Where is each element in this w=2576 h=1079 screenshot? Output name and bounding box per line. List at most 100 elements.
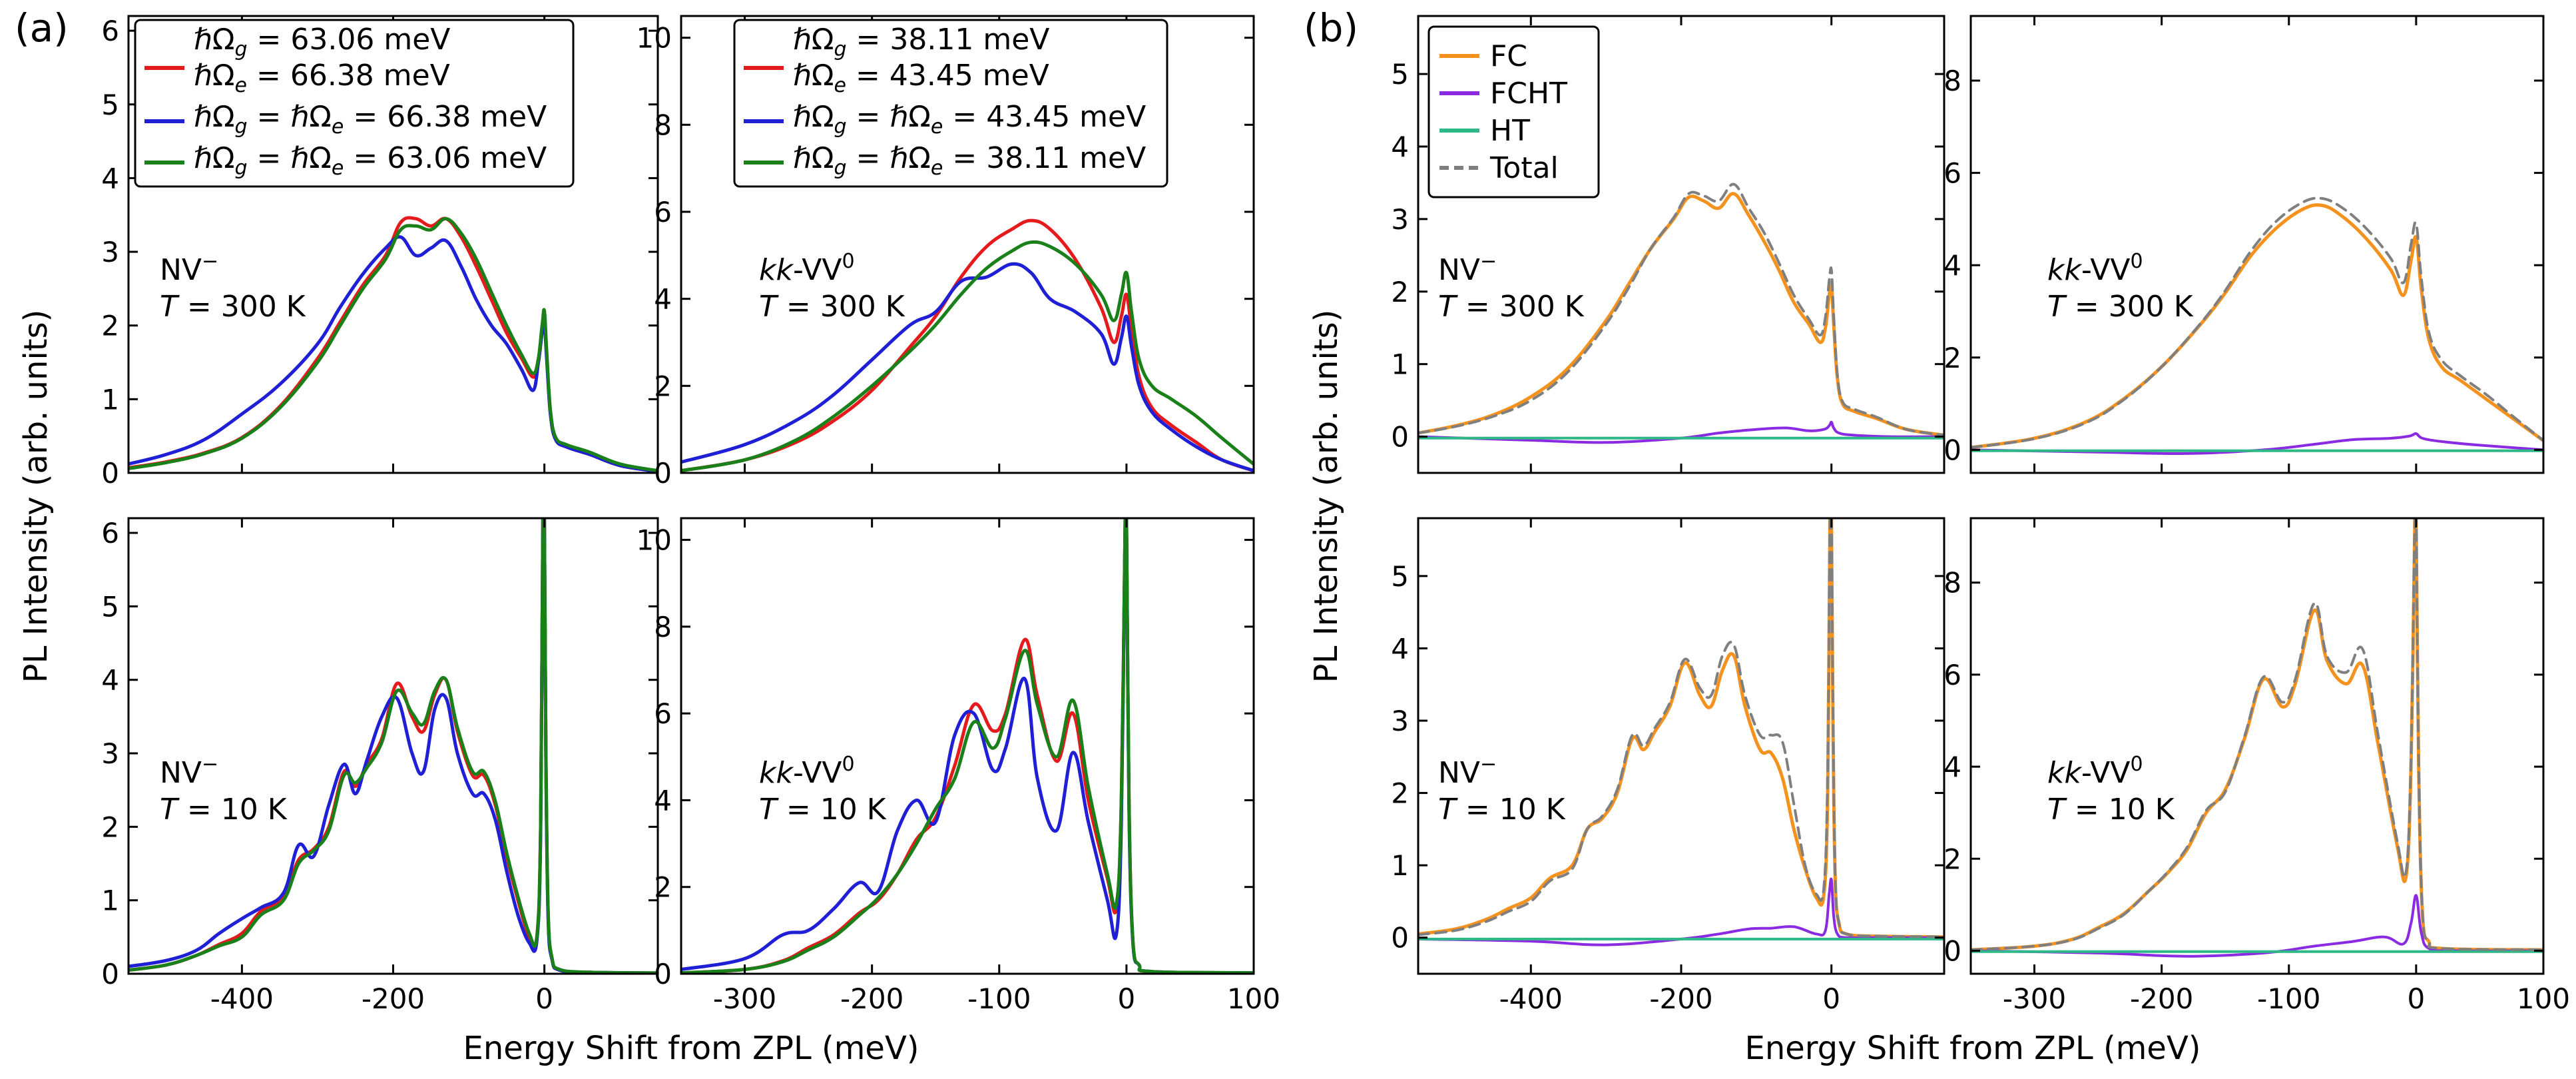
x-tick-label: -200 bbox=[2130, 982, 2193, 1015]
y-tick-label: 5 bbox=[1391, 58, 1409, 91]
y-tick-label: 3 bbox=[1391, 203, 1409, 236]
y-tick-label: 3 bbox=[1391, 705, 1409, 737]
y-tick-label: 10 bbox=[637, 22, 672, 55]
temperature-label: T = 10 K bbox=[759, 793, 887, 827]
y-tick-label: 4 bbox=[1943, 249, 1961, 282]
y-tick-label: 0 bbox=[654, 958, 672, 990]
y-axis-label-a: PL Intensity (arb. units) bbox=[17, 310, 55, 683]
axes-frame bbox=[1417, 517, 1945, 975]
y-tick-label: 8 bbox=[1943, 65, 1961, 97]
y-tick-label: 8 bbox=[654, 611, 672, 643]
y-tick-label: 2 bbox=[654, 871, 672, 904]
defect-label: kk-VV0 bbox=[2047, 250, 2143, 287]
y-tick-label: 6 bbox=[654, 697, 672, 730]
y-tick-label: 4 bbox=[1943, 751, 1961, 783]
legend-label: ℏΩe​ = 43.45 meV bbox=[793, 59, 1049, 97]
legend-label: Total bbox=[1489, 151, 1559, 185]
y-tick-label: 6 bbox=[101, 15, 119, 47]
temperature-label: T = 300 K bbox=[1438, 290, 1585, 324]
x-tick-label: 0 bbox=[2408, 982, 2426, 1015]
series-line-blue bbox=[681, 518, 1254, 974]
series-line-fcht bbox=[1418, 877, 1944, 946]
defect-label: NV− bbox=[160, 753, 218, 790]
y-tick-label: 2 bbox=[654, 370, 672, 402]
x-axis-label-a: Energy Shift from ZPL (meV) bbox=[463, 1030, 919, 1067]
temperature-label: T = 300 K bbox=[759, 290, 905, 324]
x-tick-label: -200 bbox=[1649, 982, 1712, 1015]
axes-frame bbox=[1969, 517, 2545, 975]
chart-b-nv-10k: 0 1 2 3 4 5 -400 -200 0 NV−T = 10 K bbox=[1391, 517, 1945, 1015]
y-tick-label: 2 bbox=[1391, 276, 1409, 308]
y-tick-label: 3 bbox=[101, 236, 119, 268]
series-line-green bbox=[681, 518, 1254, 974]
series-line-total bbox=[1971, 196, 2543, 449]
chart-a-nv-10k: 0 1 2 3 4 5 6 -400 -200 0 NV−T = 10 K bbox=[101, 517, 659, 1015]
y-tick-label: 1 bbox=[101, 885, 119, 917]
defect-label: NV− bbox=[1438, 753, 1497, 790]
x-tick-label: -400 bbox=[1499, 982, 1563, 1015]
legend-label: ℏΩg​ = ℏΩe​ = 66.38 meV bbox=[194, 100, 547, 139]
y-tick-label: 4 bbox=[1391, 131, 1409, 163]
defect-label: kk-VV0 bbox=[759, 250, 855, 287]
x-tick-label: -200 bbox=[362, 982, 425, 1015]
series-line-green bbox=[681, 240, 1254, 473]
y-tick-label: 8 bbox=[654, 109, 672, 141]
chart-a-nv-300k: 0 1 2 3 4 5 6 NV−T = 300 K bbox=[101, 15, 659, 490]
series-line-red bbox=[681, 218, 1254, 473]
series-line-total bbox=[1971, 518, 2543, 952]
y-tick-label: 6 bbox=[1943, 659, 1961, 691]
y-tick-label: 3 bbox=[101, 737, 119, 770]
y-tick-label: 0 bbox=[101, 958, 119, 990]
y-tick-label: 1 bbox=[1391, 849, 1409, 882]
temperature-label: T = 300 K bbox=[160, 290, 306, 324]
y-tick-label: 5 bbox=[1391, 560, 1409, 593]
legend-label: ℏΩg​ = 63.06 meV bbox=[194, 23, 450, 61]
defect-label: NV− bbox=[1438, 250, 1497, 287]
y-tick-label: 0 bbox=[1943, 434, 1961, 466]
legend-box bbox=[733, 19, 1168, 188]
legend-label: FC bbox=[1490, 39, 1527, 73]
y-tick-label: 4 bbox=[654, 784, 672, 817]
series-line-red bbox=[129, 518, 658, 974]
x-tick-label: 100 bbox=[2517, 982, 2570, 1015]
y-tick-label: 0 bbox=[1391, 421, 1409, 454]
y-tick-label: 2 bbox=[101, 310, 119, 342]
axes-frame bbox=[1969, 15, 2545, 474]
series-line-red bbox=[681, 518, 1254, 974]
axes-frame bbox=[127, 517, 659, 975]
legend-label: ℏΩg​ = ℏΩe​ = 38.11 meV bbox=[793, 141, 1146, 180]
series-line-fcht bbox=[1971, 432, 2543, 456]
legend-label: ℏΩg​ = ℏΩe​ = 63.06 meV bbox=[194, 141, 547, 180]
y-axis-label-b: PL Intensity (arb. units) bbox=[1308, 310, 1345, 683]
y-tick-label: 6 bbox=[654, 196, 672, 228]
series-line-green bbox=[129, 518, 658, 974]
legend-label: ℏΩe​ = 66.38 meV bbox=[194, 59, 450, 97]
x-tick-label: -300 bbox=[713, 982, 776, 1015]
y-tick-label: 1 bbox=[1391, 348, 1409, 381]
y-tick-label: 8 bbox=[1943, 567, 1961, 599]
x-tick-label: -300 bbox=[2003, 982, 2066, 1015]
series-line-fcht bbox=[1971, 894, 2543, 958]
series-line-total bbox=[1418, 518, 1944, 938]
y-tick-label: 6 bbox=[1943, 157, 1961, 190]
series-line-blue bbox=[129, 518, 658, 974]
legend-label: FCHT bbox=[1490, 77, 1567, 111]
temperature-label: T = 300 K bbox=[2047, 290, 2194, 324]
panel-b-label: (b) bbox=[1304, 5, 1358, 51]
x-tick-label: -100 bbox=[2257, 982, 2320, 1015]
chart-b-nv-300k: 0 1 2 3 4 5 NV−T = 300 K bbox=[1391, 15, 1945, 474]
series-line-blue bbox=[681, 262, 1254, 473]
series-line-total bbox=[1418, 182, 1944, 437]
x-tick-label: -100 bbox=[967, 982, 1031, 1015]
y-tick-label: 6 bbox=[101, 517, 119, 549]
y-tick-label: 0 bbox=[101, 457, 119, 490]
x-tick-label: 0 bbox=[1822, 982, 1840, 1015]
y-tick-label: 2 bbox=[1943, 843, 1961, 875]
axes-frame bbox=[680, 15, 1255, 474]
y-tick-label: 4 bbox=[101, 162, 119, 194]
